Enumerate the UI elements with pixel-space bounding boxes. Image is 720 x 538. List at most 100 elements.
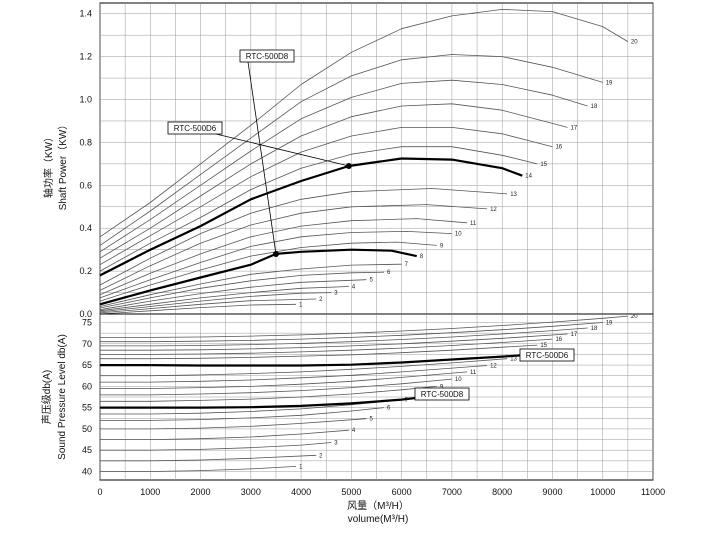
curve-label-20: 20 — [631, 314, 638, 320]
curve-7 — [99, 263, 402, 307]
y-tick-label: 1.2 — [79, 52, 92, 62]
x-tick-label: 9000 — [542, 487, 562, 497]
shaft-power-ylabel-en: Shaft Power（KW） — [57, 120, 69, 211]
x-tick-label: 2000 — [191, 487, 211, 497]
curve-label-6: 6 — [387, 270, 391, 276]
sound-pressure-y-ticks: 40 45 50 55 60 65 70 75 — [82, 318, 92, 477]
y-tick-label: 0.8 — [79, 137, 92, 147]
shaft-power-curves — [99, 8, 629, 315]
curve-label-12: 12 — [490, 207, 497, 213]
curve-18 — [99, 79, 588, 253]
curve-label-13: 13 — [510, 192, 517, 198]
curve-1 — [99, 303, 297, 315]
curve-label-2: 2 — [319, 297, 323, 303]
curve-label-3: 3 — [334, 441, 338, 447]
curve-5 — [99, 279, 367, 311]
curve-label-4: 4 — [352, 428, 356, 434]
curve-label-10: 10 — [455, 377, 462, 383]
curve-2 — [99, 298, 317, 314]
callout-box — [239, 49, 295, 63]
curve-label-11: 11 — [470, 370, 477, 376]
curve-6 — [100, 407, 385, 421]
sound-pressure-ylabel-cn: 声压级db(A) — [40, 370, 53, 424]
x-tick-label: 11000 — [641, 487, 665, 497]
callout-box — [414, 387, 470, 401]
volume-x-ticks: 0 1000 2000 3000 4000 5000 6000 7000 8000 9000 100… — [97, 487, 665, 497]
curve-3 — [99, 292, 332, 313]
callout-leader — [247, 61, 277, 255]
curve-label-7: 7 — [405, 398, 409, 404]
curve-2 — [100, 454, 317, 462]
sound-pressure-ylabel-en: Sound Pressure Level db(A) — [57, 334, 68, 460]
curve-label-6: 6 — [387, 406, 391, 412]
y-tick-label: 75 — [82, 318, 92, 328]
shaft-power-y-ticks: 0.0 0.2 0.4 0.6 0.8 1.0 1.2 1.4 — [79, 9, 92, 319]
curve-label-9: 9 — [440, 243, 444, 249]
curve-6 — [99, 271, 385, 309]
callout-box — [519, 348, 575, 362]
x-tick-label: 1000 — [140, 487, 160, 497]
curve-label-8: 8 — [420, 254, 424, 260]
sound-pressure-callouts: RTC-500D6 RTC-500D8 — [414, 348, 575, 401]
volume-xlabel-cn: 风量（M³/H） — [347, 500, 409, 512]
shaft-power-ylabel-cn: 轴功率（KW） — [42, 132, 55, 198]
curve-14 — [100, 354, 523, 367]
x-tick-label: 4000 — [291, 487, 311, 497]
curve-label-12: 12 — [490, 364, 497, 370]
curve-label-3: 3 — [334, 291, 338, 297]
callout-leader — [215, 133, 349, 167]
curve-label-1: 1 — [299, 464, 303, 470]
curve-20 — [99, 8, 629, 238]
curve-17 — [100, 333, 568, 351]
volume-xlabel-en: volume(M³/H) — [348, 514, 409, 525]
curve-20 — [100, 315, 628, 338]
curve-16 — [100, 338, 553, 355]
curve-label-18: 18 — [591, 104, 598, 110]
curve-9 — [100, 386, 437, 402]
callout-label: RTC-500D6 — [174, 124, 217, 133]
y-tick-label: 65 — [82, 360, 92, 370]
curve-label-19: 19 — [606, 321, 613, 327]
y-tick-label: 45 — [82, 445, 92, 455]
curve-label-17: 17 — [571, 125, 578, 131]
curve-label-4: 4 — [352, 285, 356, 291]
curve-4 — [100, 429, 349, 441]
curve-16 — [99, 127, 553, 266]
sound-pressure-grid — [99, 314, 654, 480]
callout-marker — [272, 250, 279, 257]
curve-label-14: 14 — [525, 174, 532, 180]
y-tick-label: 1.0 — [79, 95, 92, 105]
curve-18 — [100, 327, 588, 347]
y-tick-label: 55 — [82, 403, 92, 413]
curve-label-5: 5 — [369, 417, 373, 423]
curve-label-15: 15 — [540, 343, 547, 349]
x-tick-label: 10000 — [590, 487, 615, 497]
curve-8 — [100, 396, 417, 409]
curve-label-20: 20 — [631, 40, 638, 46]
curve-7 — [100, 399, 402, 415]
curve-4 — [99, 286, 349, 312]
curve-label-16: 16 — [555, 145, 562, 151]
curve-label-2: 2 — [319, 453, 323, 459]
curve-label-1: 1 — [299, 302, 303, 308]
curve-label-18: 18 — [591, 326, 598, 332]
curve-label-10: 10 — [455, 232, 462, 238]
callout-label: RTC-500D8 — [246, 52, 289, 61]
shaft-power-callouts: RTC-500D8 RTC-500D6 — [167, 49, 352, 257]
callout-box — [167, 121, 223, 135]
y-tick-label: 40 — [82, 466, 92, 476]
y-tick-label: 1.4 — [79, 9, 92, 19]
x-tick-label: 7000 — [442, 487, 462, 497]
curve-12 — [100, 365, 488, 383]
x-tick-label: 0 — [97, 487, 102, 497]
callout-marker — [345, 163, 352, 170]
callout-label: RTC-500D8 — [421, 390, 464, 399]
curve-11 — [100, 371, 468, 389]
sound-pressure-curves — [100, 315, 628, 472]
shaft-power-grid — [99, 3, 654, 315]
curve-label-15: 15 — [540, 162, 547, 168]
curve-5 — [100, 418, 367, 430]
